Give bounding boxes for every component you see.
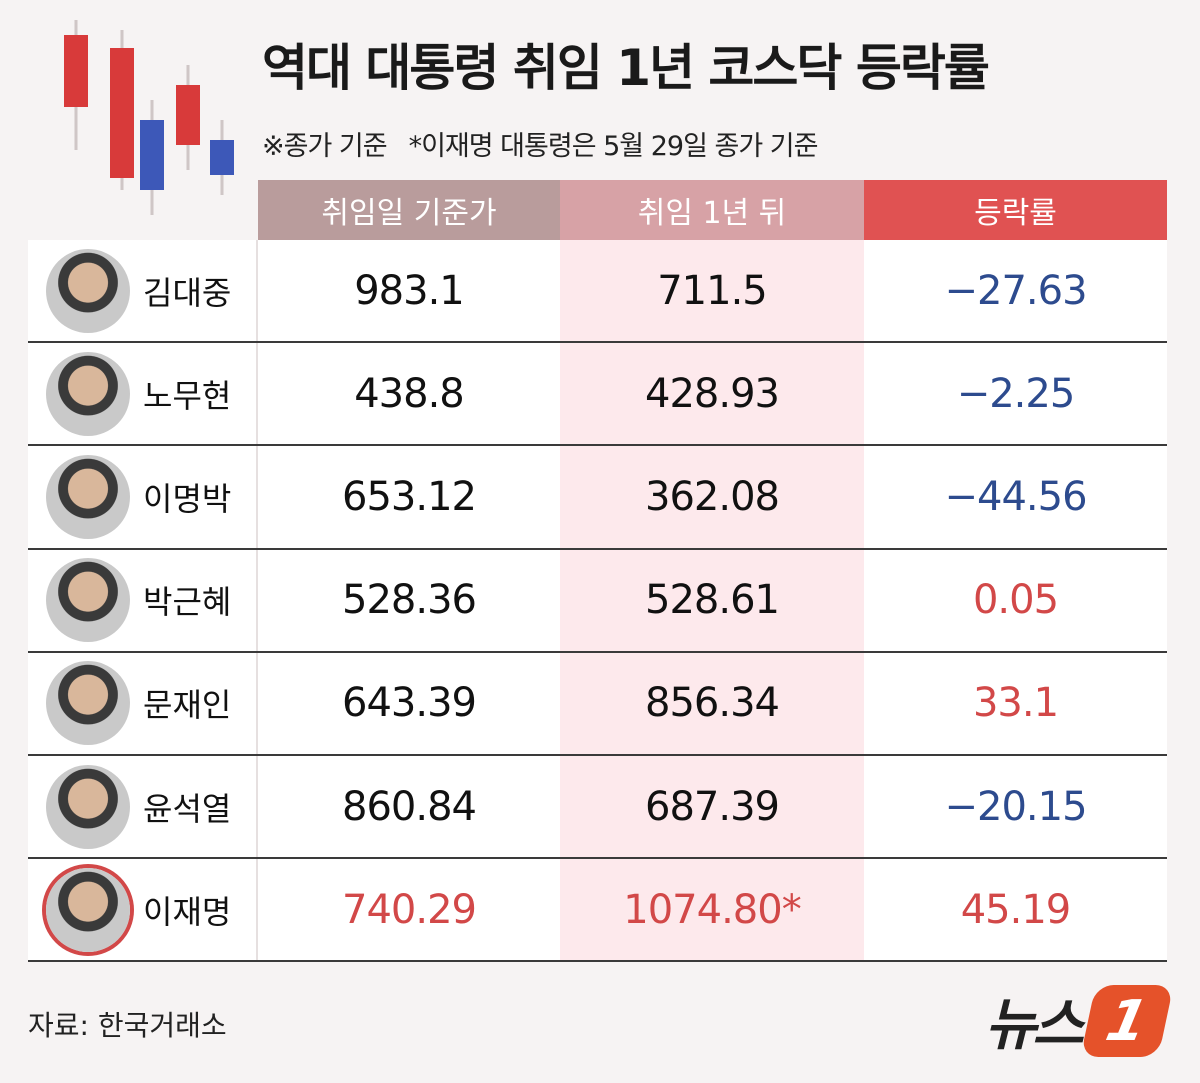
notes: ※종가 기준 *이재명 대통령은 5월 29일 종가 기준 — [262, 124, 839, 163]
president-name: 윤석열 — [143, 789, 232, 828]
table-row: 문재인 643.39 856.34 33.1 — [28, 652, 1167, 756]
table-cell: 0.05 — [972, 577, 1059, 624]
pink-column-bg — [560, 549, 864, 651]
table-cell: 856.34 — [645, 680, 780, 727]
table-cell: 1074.80* — [623, 886, 801, 933]
table-cell: 362.08 — [645, 473, 780, 520]
pink-column-bg — [560, 343, 864, 445]
pink-column-bg — [560, 652, 864, 754]
table-row: 박근혜 528.36 528.61 0.05 — [28, 549, 1167, 653]
president-name: 이명박 — [143, 479, 232, 518]
table-cell: 438.8 — [354, 370, 465, 417]
column-header: 취임일 기준가 — [258, 180, 560, 240]
table-cell: −44.56 — [944, 473, 1087, 520]
left-column-divider — [256, 446, 258, 548]
president-name: 김대중 — [143, 273, 232, 312]
logo-text: 뉴스 — [984, 993, 1084, 1058]
table-cell: −2.25 — [956, 370, 1076, 417]
table-cell: 740.29 — [342, 886, 477, 933]
president-name: 노무현 — [143, 376, 232, 415]
table-row: 윤석열 860.84 687.39 −20.15 — [28, 756, 1167, 860]
table-cell: −20.15 — [944, 783, 1087, 830]
logo: 뉴스 1 — [984, 980, 1174, 1061]
note: *이재명 대통령은 5월 29일 종가 기준 — [408, 131, 819, 162]
left-column-divider — [256, 343, 258, 445]
portrait — [46, 661, 130, 746]
left-column-divider — [256, 756, 258, 858]
pink-column-bg — [560, 859, 864, 961]
table-row: 김대중 983.1 711.5 −27.63 — [28, 240, 1167, 344]
table-cell: 33.1 — [972, 680, 1059, 727]
left-column-divider — [256, 549, 258, 651]
source: 자료: 한국거래소 — [28, 1009, 227, 1042]
pink-column-bg — [560, 756, 864, 858]
table-cell: 983.1 — [354, 267, 465, 314]
table-cell: 528.36 — [342, 577, 477, 624]
candlestick-icon — [64, 20, 234, 215]
left-column-divider — [256, 652, 258, 754]
table-cell: 45.19 — [960, 886, 1072, 933]
pink-column-bg — [560, 240, 864, 342]
left-column-divider — [256, 859, 258, 961]
table-cell: 711.5 — [657, 267, 768, 314]
column-header: 등락률 — [864, 180, 1167, 240]
pink-column-bg — [560, 446, 864, 548]
president-name: 이재명 — [143, 892, 232, 931]
title: 역대 대통령 취임 1년 코스닥 등락률 — [262, 39, 990, 97]
portrait — [46, 248, 130, 333]
president-name: 박근혜 — [143, 583, 232, 622]
table-row: 이재명 740.29 1074.80* 45.19 — [28, 859, 1167, 963]
table-cell: 643.39 — [342, 680, 477, 727]
table-cell: −27.63 — [944, 267, 1087, 314]
table-cell: 428.93 — [645, 370, 780, 417]
logo-mark: 1 — [1080, 984, 1174, 1057]
portrait — [46, 764, 130, 849]
portrait — [46, 454, 130, 539]
table-row: 노무현 438.8 428.93 −2.25 — [28, 343, 1167, 447]
left-column-divider — [256, 240, 258, 342]
portrait — [46, 351, 130, 436]
portrait — [46, 867, 130, 952]
president-name: 문재인 — [143, 686, 232, 725]
column-header: 취임 1년 뒤 — [560, 180, 864, 240]
table-cell: 653.12 — [342, 473, 477, 520]
table-cell: 860.84 — [342, 783, 477, 830]
table-cell: 528.61 — [645, 577, 780, 624]
note: ※종가 기준 — [262, 131, 388, 162]
table-row: 이명박 653.12 362.08 −44.56 — [28, 446, 1167, 550]
portrait — [46, 558, 130, 643]
table-cell: 687.39 — [645, 783, 780, 830]
